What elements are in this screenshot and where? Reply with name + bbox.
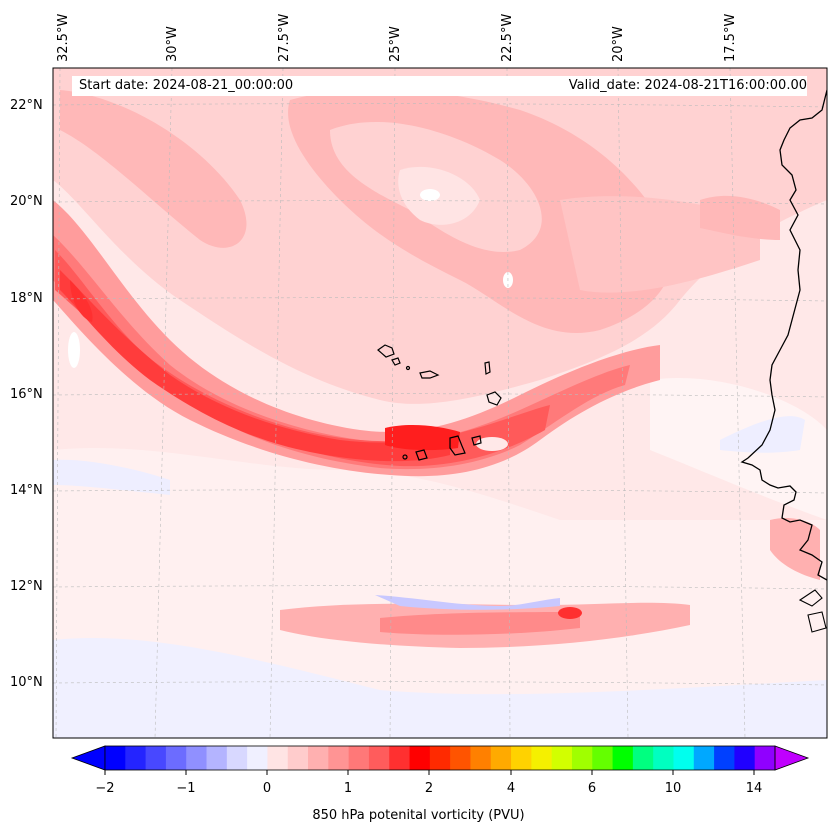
lon-label: 32.5°W	[56, 13, 71, 62]
colorbar-cell	[511, 746, 532, 770]
colorbar-cell	[673, 746, 695, 770]
colorbar-under-triangle	[70, 745, 106, 771]
colorbar-cell	[348, 746, 370, 770]
date-info-bar	[72, 76, 807, 96]
valid-date-text: Valid_date: 2024-08-21T16:00:00.00	[568, 78, 807, 93]
colorbar-tick-label: 2	[424, 781, 434, 796]
colorbar-cell	[206, 746, 228, 770]
lon-label: 25°W	[388, 26, 403, 62]
colorbar-cell	[267, 746, 289, 770]
colorbar-tick-label: 1	[343, 781, 353, 796]
colorbar-cell	[287, 746, 309, 770]
colorbar-cell	[247, 746, 269, 770]
lat-label: 16°N	[10, 387, 43, 402]
colorbar-cell	[734, 746, 756, 770]
colorbar-cell	[409, 746, 431, 770]
lon-label: 22.5°W	[500, 13, 515, 62]
colorbar-cell	[693, 746, 715, 770]
lat-label: 18°N	[10, 291, 43, 306]
colorbar-over-triangle	[774, 745, 810, 771]
pv-field	[53, 68, 827, 738]
colorbar-cell	[165, 746, 187, 770]
colorbar-tick-label: 6	[587, 781, 597, 796]
colorbar	[70, 745, 810, 775]
colorbar-title: 850 hPa potenital vorticity (PVU)	[312, 808, 525, 823]
colorbar-cell	[714, 746, 735, 770]
lat-label: 22°N	[10, 98, 43, 113]
colorbar-tick-label: −1	[176, 781, 196, 796]
colorbar-cell	[389, 746, 411, 770]
start-date-text: Start date: 2024-08-21_00:00:00	[79, 78, 294, 93]
colorbar-tick-label: 10	[664, 781, 682, 796]
lat-label: 14°N	[10, 483, 43, 498]
lon-label: 20°W	[611, 26, 626, 62]
colorbar-cell	[450, 746, 472, 770]
colorbar-cell	[368, 746, 390, 770]
colorbar-cell	[145, 746, 167, 770]
colorbar-tick-label: −2	[95, 781, 115, 796]
colorbar-tick-label: 14	[745, 781, 763, 796]
colorbar-cell	[429, 746, 451, 770]
colorbar-cell	[308, 746, 329, 770]
cape-verde-islands	[377, 344, 502, 461]
colorbar-cell	[125, 746, 147, 770]
colorbar-cell	[612, 746, 634, 770]
colorbar-cell	[592, 746, 614, 770]
colorbar-tick-label: 0	[262, 781, 272, 796]
lat-label: 10°N	[10, 675, 43, 690]
lat-label: 12°N	[10, 579, 43, 594]
lat-label: 20°N	[10, 194, 43, 209]
colorbar-cell	[186, 746, 208, 770]
colorbar-cell	[105, 746, 126, 770]
coastline	[740, 89, 827, 581]
colorbar-cell	[328, 746, 350, 770]
colorbar-cell	[571, 746, 593, 770]
lon-label: 27.5°W	[277, 13, 292, 62]
colorbar-tick-label: 4	[506, 781, 516, 796]
colorbar-cell	[632, 746, 654, 770]
colorbar-cell	[551, 746, 573, 770]
colorbar-cell	[754, 746, 776, 770]
colorbar-cell	[653, 746, 675, 770]
colorbar-cell	[226, 746, 248, 770]
colorbar-cell	[531, 746, 553, 770]
colorbar-cell	[470, 746, 492, 770]
lon-label: 30°W	[165, 26, 180, 62]
colorbar-cell	[490, 746, 512, 770]
lon-label: 17.5°W	[723, 13, 738, 62]
